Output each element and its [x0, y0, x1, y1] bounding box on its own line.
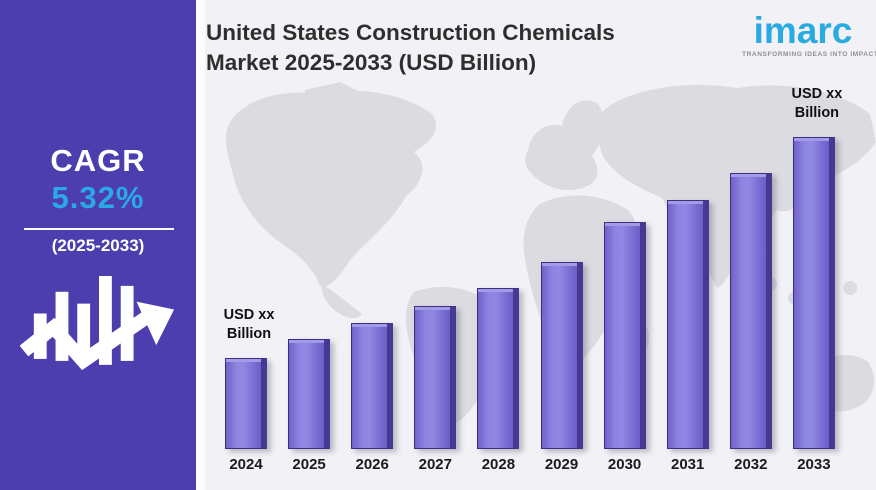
x-axis-label-2032: 2032	[734, 456, 768, 473]
sidebar-divider	[196, 0, 205, 490]
x-axis-label-2026: 2026	[355, 456, 389, 473]
bar-2033	[792, 137, 835, 449]
first-bar-value-label: USD xx Billion	[223, 307, 275, 342]
bar-2027	[414, 306, 457, 449]
bar-2032	[729, 173, 772, 449]
bar-2025	[288, 339, 331, 449]
imarc-logo-tagline: TRANSFORMING IDEAS INTO IMPACT	[742, 51, 876, 58]
imarc-logo: imarc TRANSFORMING IDEAS INTO IMPACT	[742, 10, 876, 59]
bar-2030	[603, 222, 646, 449]
bar-2026	[351, 323, 394, 449]
x-axis-label-2027: 2027	[418, 456, 452, 473]
x-axis-label-2029: 2029	[544, 456, 579, 473]
bar-2029	[540, 262, 583, 449]
x-axis-label-2030: 2030	[607, 456, 642, 473]
x-axis-label-2031: 2031	[671, 456, 705, 473]
page-title: United States Construction Chemicals Mar…	[206, 18, 746, 78]
bar-2024	[225, 358, 267, 449]
page-title-line1: United States Construction Chemicals	[206, 20, 615, 45]
bar-2028	[477, 288, 520, 449]
cagr-label: CAGR	[50, 143, 146, 178]
x-axis-label-2033: 2033	[797, 456, 831, 473]
cagr-period: (2025-2033)	[51, 236, 145, 255]
x-axis-label-2025: 2025	[292, 456, 326, 473]
x-axis-label-2024: 2024	[229, 456, 263, 473]
page-title-line2: Market 2025-2033 (USD Billion)	[206, 50, 537, 75]
imarc-logo-wordmark: imarc	[753, 10, 853, 51]
cagr-sidebar	[0, 0, 196, 490]
x-axis-label-2028: 2028	[481, 456, 516, 473]
last-bar-value-label: USD xx Billion	[791, 86, 843, 121]
bar-2031	[666, 200, 709, 449]
cagr-value: 5.32%	[51, 180, 145, 215]
growth-chart-icon	[20, 275, 175, 371]
cagr-divider-line	[24, 228, 174, 230]
